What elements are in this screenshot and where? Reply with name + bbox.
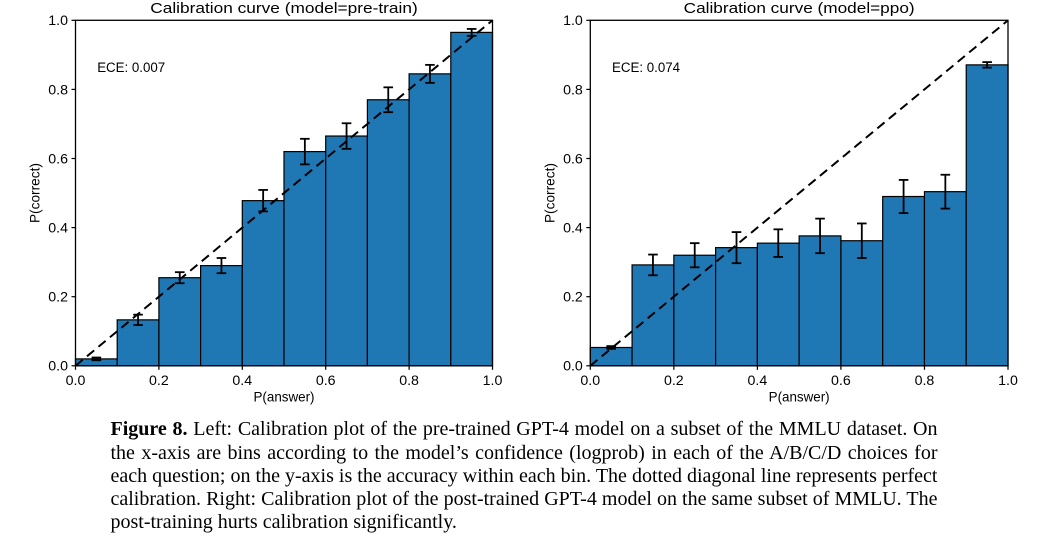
svg-text:0.2: 0.2 — [48, 290, 68, 306]
svg-text:0.4: 0.4 — [48, 221, 68, 237]
svg-text:1.0: 1.0 — [998, 373, 1018, 389]
svg-text:0.2: 0.2 — [664, 373, 684, 389]
svg-text:P(correct): P(correct) — [542, 163, 557, 223]
svg-text:0.6: 0.6 — [48, 151, 68, 167]
svg-text:P(answer): P(answer) — [769, 390, 830, 405]
svg-text:P(answer): P(answer) — [254, 390, 315, 405]
svg-text:0.6: 0.6 — [563, 151, 583, 167]
svg-text:0.2: 0.2 — [149, 373, 169, 389]
svg-text:ECE: 0.074: ECE: 0.074 — [612, 60, 681, 75]
svg-text:0.8: 0.8 — [563, 82, 583, 98]
svg-text:0.0: 0.0 — [48, 359, 68, 375]
svg-text:ECE: 0.007: ECE: 0.007 — [97, 60, 165, 75]
svg-text:0.4: 0.4 — [563, 221, 583, 237]
svg-text:1.0: 1.0 — [563, 13, 583, 29]
svg-text:P(correct): P(correct) — [28, 163, 43, 223]
svg-text:0.0: 0.0 — [580, 373, 600, 389]
svg-text:1.0: 1.0 — [483, 373, 503, 389]
svg-text:0.4: 0.4 — [232, 373, 252, 389]
svg-text:0.6: 0.6 — [831, 373, 851, 389]
svg-text:0.0: 0.0 — [563, 359, 583, 375]
svg-text:0.8: 0.8 — [399, 373, 419, 389]
svg-text:0.2: 0.2 — [563, 290, 583, 306]
svg-text:0.8: 0.8 — [48, 82, 68, 98]
svg-text:0.8: 0.8 — [915, 373, 935, 389]
svg-text:Calibration curve (model=pre-t: Calibration curve (model=pre-train) — [150, 0, 418, 17]
svg-text:0.0: 0.0 — [66, 373, 86, 389]
svg-text:0.6: 0.6 — [316, 373, 336, 389]
svg-text:Calibration curve (model=ppo): Calibration curve (model=ppo) — [684, 0, 915, 17]
svg-text:0.4: 0.4 — [748, 373, 768, 389]
svg-text:1.0: 1.0 — [48, 13, 68, 29]
